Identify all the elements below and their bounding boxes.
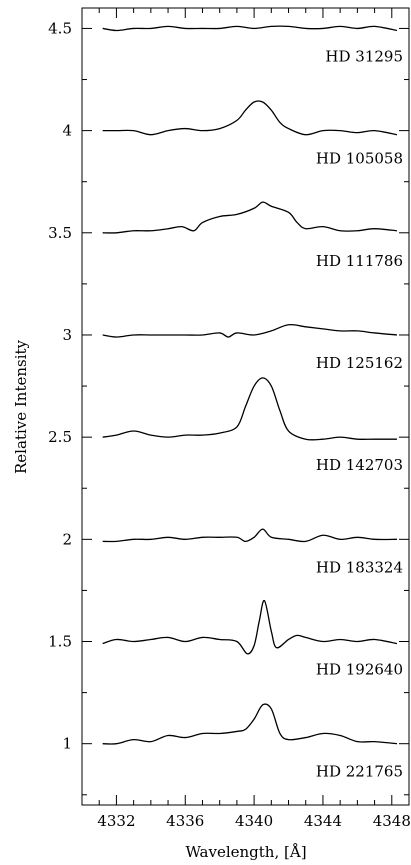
x-tick-label: 4336 <box>166 812 204 830</box>
x-tick-label: 4348 <box>373 812 411 830</box>
y-tick-label: 1.5 <box>48 633 72 651</box>
series-label: HD 111786 <box>316 252 403 270</box>
series-line <box>103 202 397 233</box>
y-axis-label: Relative Intensity <box>12 339 30 474</box>
x-tick-label: 4340 <box>235 812 273 830</box>
series-label: HD 183324 <box>316 558 403 576</box>
y-tick-labels: 1 1.5 2 2.5 3 3.5 4 4.5 <box>48 19 72 752</box>
y-tick-label: 3.5 <box>48 224 72 242</box>
series-label: HD 142703 <box>316 456 403 474</box>
series-label: HD 105058 <box>316 150 403 168</box>
x-tick-label: 4344 <box>304 812 342 830</box>
series-label: HD 221765 <box>316 763 403 781</box>
x-axis-label: Wavelength, [Å] <box>185 843 306 861</box>
series-labels: HD 31295 HD 105058 HD 111786 HD 125162 HD 14… <box>316 47 403 780</box>
series-label: HD 31295 <box>325 47 403 65</box>
series-lines <box>103 26 397 744</box>
series-line <box>103 601 397 654</box>
x-tick-labels: 4332 4336 4340 4344 4348 <box>97 812 411 830</box>
series-label: HD 125162 <box>316 354 403 372</box>
y-tick-label: 3 <box>62 326 72 344</box>
x-tick-label: 4332 <box>97 812 135 830</box>
y-tick-label: 2 <box>62 530 72 548</box>
series-line <box>103 529 397 541</box>
series-line <box>103 101 397 135</box>
y-tick-label: 4 <box>62 122 72 140</box>
series-label: HD 192640 <box>316 661 403 679</box>
y-tick-label: 1 <box>62 735 72 753</box>
y-tick-label: 4.5 <box>48 19 72 37</box>
series-line <box>103 325 397 337</box>
y-tick-label: 2.5 <box>48 428 72 446</box>
series-line <box>103 26 397 30</box>
series-line <box>103 378 397 440</box>
series-line <box>103 704 397 744</box>
